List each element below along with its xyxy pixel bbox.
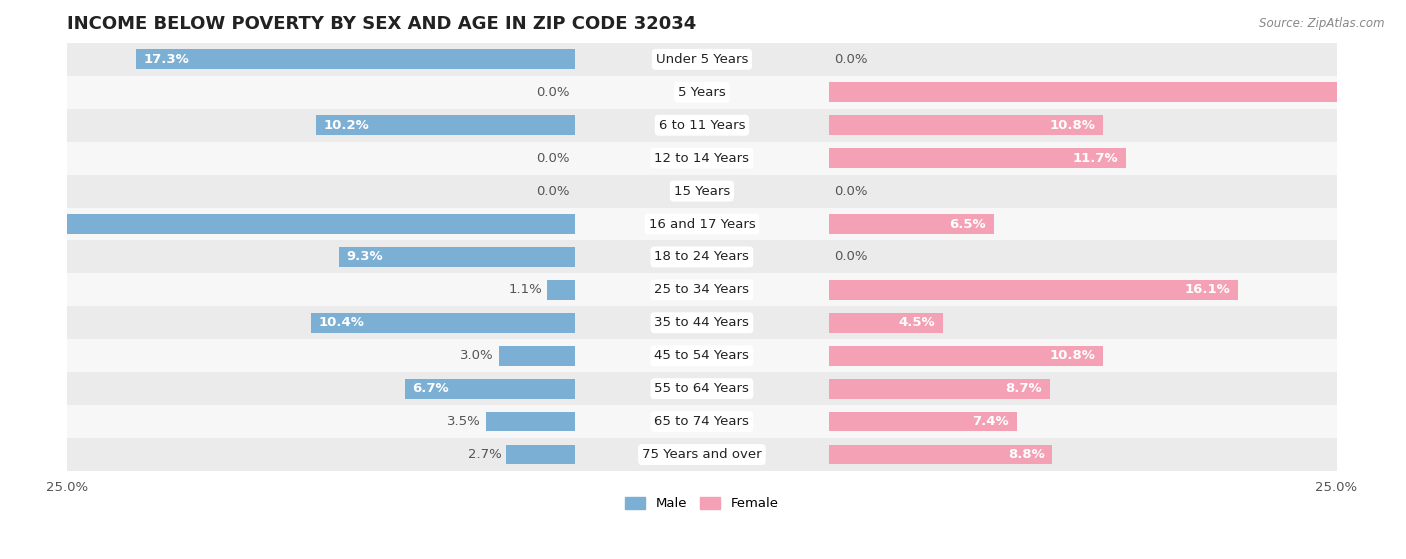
- Text: 22.7%: 22.7%: [7, 217, 52, 230]
- Text: 1.1%: 1.1%: [508, 283, 541, 296]
- Bar: [67, 306, 1337, 339]
- Bar: [67, 141, 1337, 174]
- Text: Source: ZipAtlas.com: Source: ZipAtlas.com: [1260, 17, 1385, 30]
- Text: 45 to 54 Years: 45 to 54 Years: [654, 349, 749, 362]
- Bar: [828, 214, 994, 234]
- Bar: [828, 313, 943, 333]
- Bar: [499, 346, 575, 366]
- Bar: [67, 372, 1337, 405]
- Bar: [828, 115, 1102, 135]
- Bar: [0, 214, 575, 234]
- Text: 25 to 34 Years: 25 to 34 Years: [654, 283, 749, 296]
- Bar: [67, 339, 1337, 372]
- Text: 75 Years and over: 75 Years and over: [643, 448, 762, 461]
- Text: 12 to 14 Years: 12 to 14 Years: [654, 151, 749, 165]
- Bar: [67, 405, 1337, 438]
- Bar: [136, 50, 575, 69]
- Bar: [67, 109, 1337, 141]
- Bar: [828, 82, 1406, 102]
- Text: 10.2%: 10.2%: [323, 119, 370, 132]
- Text: 16.1%: 16.1%: [1184, 283, 1230, 296]
- Text: 10.8%: 10.8%: [1049, 119, 1095, 132]
- Legend: Male, Female: Male, Female: [620, 492, 785, 516]
- Text: 5 Years: 5 Years: [678, 86, 725, 99]
- Bar: [828, 379, 1050, 399]
- Text: 18 to 24 Years: 18 to 24 Years: [654, 250, 749, 263]
- Bar: [67, 273, 1337, 306]
- Bar: [828, 412, 1017, 432]
- Text: 6 to 11 Years: 6 to 11 Years: [658, 119, 745, 132]
- Bar: [405, 379, 575, 399]
- Text: 65 to 74 Years: 65 to 74 Years: [654, 415, 749, 428]
- Text: 10.8%: 10.8%: [1049, 349, 1095, 362]
- Text: 11.7%: 11.7%: [1073, 151, 1118, 165]
- Bar: [486, 412, 575, 432]
- Text: Under 5 Years: Under 5 Years: [655, 53, 748, 66]
- Text: 6.7%: 6.7%: [412, 382, 449, 395]
- Text: 15 Years: 15 Years: [673, 184, 730, 197]
- Text: 0.0%: 0.0%: [537, 184, 569, 197]
- Text: 9.3%: 9.3%: [346, 250, 384, 263]
- Text: 3.0%: 3.0%: [460, 349, 494, 362]
- Text: 2.7%: 2.7%: [468, 448, 502, 461]
- Bar: [828, 148, 1126, 168]
- Text: 0.0%: 0.0%: [834, 53, 868, 66]
- Text: 0.0%: 0.0%: [537, 151, 569, 165]
- Text: 0.0%: 0.0%: [537, 86, 569, 99]
- Bar: [67, 43, 1337, 76]
- Bar: [311, 313, 575, 333]
- Bar: [828, 444, 1052, 465]
- Text: 3.5%: 3.5%: [447, 415, 481, 428]
- Bar: [316, 115, 575, 135]
- Bar: [67, 438, 1337, 471]
- Text: 35 to 44 Years: 35 to 44 Years: [654, 316, 749, 329]
- Text: 0.0%: 0.0%: [834, 184, 868, 197]
- Text: 6.5%: 6.5%: [949, 217, 986, 230]
- Text: 55 to 64 Years: 55 to 64 Years: [654, 382, 749, 395]
- Bar: [67, 240, 1337, 273]
- Bar: [339, 247, 575, 267]
- Bar: [67, 174, 1337, 207]
- Text: 7.4%: 7.4%: [973, 415, 1010, 428]
- Text: 4.5%: 4.5%: [898, 316, 935, 329]
- Text: INCOME BELOW POVERTY BY SEX AND AGE IN ZIP CODE 32034: INCOME BELOW POVERTY BY SEX AND AGE IN Z…: [67, 15, 696, 33]
- Bar: [67, 76, 1337, 109]
- Text: 16 and 17 Years: 16 and 17 Years: [648, 217, 755, 230]
- Bar: [506, 444, 575, 465]
- Bar: [828, 346, 1102, 366]
- Text: 8.8%: 8.8%: [1008, 448, 1045, 461]
- Bar: [828, 280, 1237, 300]
- Bar: [547, 280, 575, 300]
- Text: 8.7%: 8.7%: [1005, 382, 1042, 395]
- Bar: [67, 207, 1337, 240]
- Text: 17.3%: 17.3%: [143, 53, 190, 66]
- Text: 10.4%: 10.4%: [319, 316, 364, 329]
- Text: 22.8%: 22.8%: [1354, 86, 1400, 99]
- Text: 0.0%: 0.0%: [834, 250, 868, 263]
